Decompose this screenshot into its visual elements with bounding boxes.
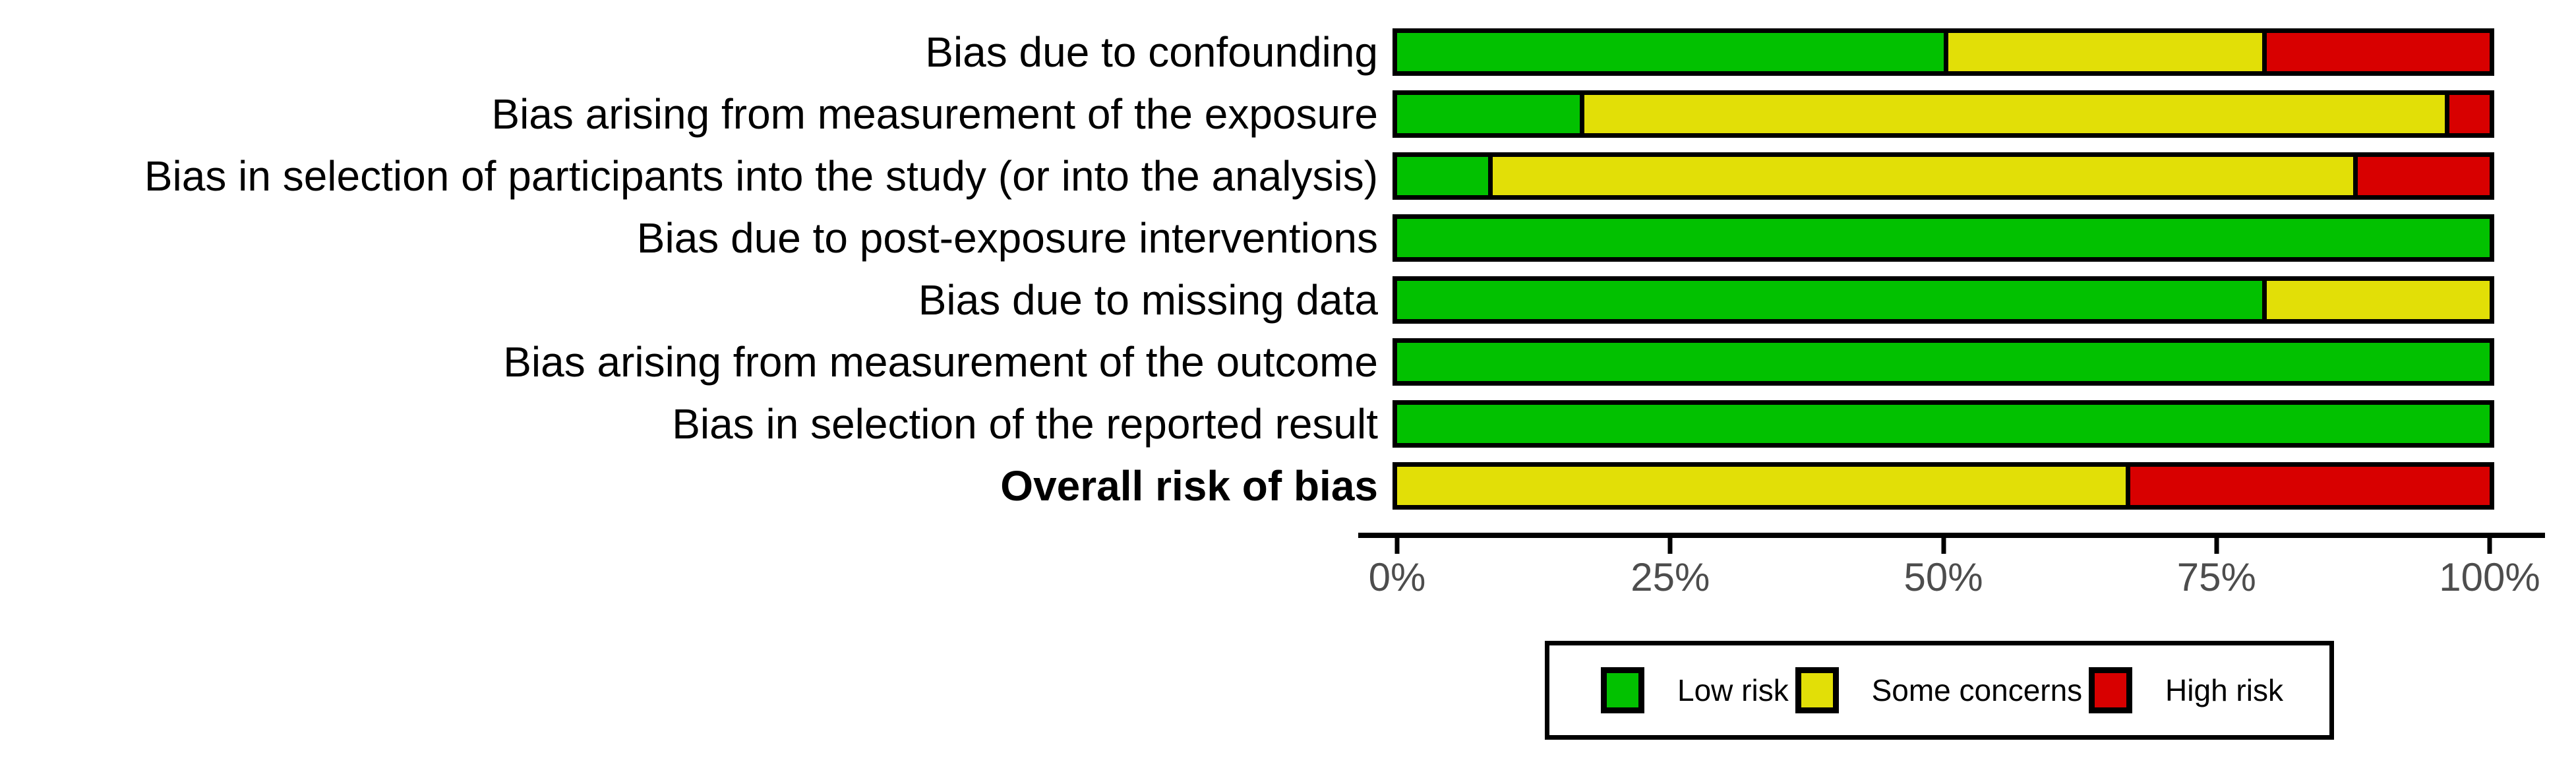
x-tick-label-75: 75%: [2176, 555, 2256, 599]
bar-segment-low-risk: [1397, 219, 2490, 257]
x-tick-mark-25: [1667, 538, 1673, 554]
category-label-bias-arising-from-measurement-of-the-outcome: Bias arising from measurement of the out…: [503, 338, 1378, 386]
bar-row-bias-due-to-missing-data: [1393, 276, 2494, 324]
bar-row-bias-in-selection-of-the-reported-result: [1393, 400, 2494, 448]
bar-segment-some-concerns: [2262, 281, 2490, 319]
bar-segment-low-risk: [1397, 343, 2490, 381]
bar-row-bias-arising-from-measurement-of-the-exposure: [1393, 90, 2494, 138]
bar-segment-low-risk: [1397, 95, 1580, 133]
x-tick-label-50: 50%: [1903, 555, 1983, 599]
x-tick-label-100: 100%: [2439, 555, 2540, 599]
legend-key-some-concerns-icon: [1795, 667, 1839, 713]
x-tick-mark-100: [2487, 538, 2492, 554]
x-tick-mark-50: [1941, 538, 1946, 554]
legend-label-some-concerns: Some concerns: [1871, 673, 2083, 707]
bar-segment-low-risk: [1397, 157, 1488, 195]
category-label-overall-risk-of-bias: Overall risk of bias: [1000, 462, 1378, 510]
legend-item-high-risk: High risk: [2089, 667, 2283, 713]
category-label-bias-arising-from-measurement-of-the-exposure: Bias arising from measurement of the exp…: [491, 90, 1378, 138]
category-label-bias-in-selection-of-participants-into-the-study-or-into-the-analysis: Bias in selection of participants into t…: [144, 152, 1378, 200]
bar-segment-high-risk: [2262, 33, 2490, 71]
x-tick-mark-0: [1394, 538, 1400, 554]
x-axis-line: [1358, 533, 2545, 538]
bar-segment-high-risk: [2126, 467, 2490, 505]
legend-box: Low risk Some concerns High risk: [1545, 641, 2334, 740]
bar-segment-some-concerns: [1397, 467, 2126, 505]
legend-item-some-concerns: Some concerns: [1795, 667, 2083, 713]
legend-item-low-risk: Low risk: [1601, 667, 1789, 713]
x-tick-label-25: 25%: [1631, 555, 1710, 599]
bar-segment-some-concerns: [1943, 33, 2263, 71]
x-tick-mark-75: [2214, 538, 2219, 554]
legend-key-low-risk-icon: [1601, 667, 1644, 713]
bar-row-bias-arising-from-measurement-of-the-outcome: [1393, 338, 2494, 386]
bar-row-bias-due-to-post-exposure-interventions: [1393, 214, 2494, 262]
bar-segment-low-risk: [1397, 281, 2263, 319]
bar-segment-some-concerns: [1579, 95, 2445, 133]
category-label-bias-due-to-confounding: Bias due to confounding: [925, 28, 1378, 76]
category-label-bias-due-to-missing-data: Bias due to missing data: [918, 276, 1378, 324]
bar-row-bias-due-to-confounding: [1393, 28, 2494, 76]
bar-segment-high-risk: [2445, 95, 2490, 133]
x-tick-label-0: 0%: [1368, 555, 1426, 599]
category-label-bias-in-selection-of-the-reported-result: Bias in selection of the reported result: [672, 400, 1378, 448]
bar-segment-some-concerns: [1487, 157, 2353, 195]
bar-segment-low-risk: [1397, 405, 2490, 443]
bar-row-overall-risk-of-bias: [1393, 462, 2494, 510]
bar-segment-low-risk: [1397, 33, 1944, 71]
legend-label-low-risk: Low risk: [1677, 673, 1789, 707]
bar-row-bias-in-selection-of-participants-into-the-study-or-into-the-analysis: [1393, 152, 2494, 200]
category-label-bias-due-to-post-exposure-interventions: Bias due to post-exposure interventions: [636, 214, 1378, 262]
legend-key-high-risk-icon: [2089, 667, 2133, 713]
bar-segment-high-risk: [2352, 157, 2490, 195]
legend-label-high-risk: High risk: [2165, 673, 2283, 707]
